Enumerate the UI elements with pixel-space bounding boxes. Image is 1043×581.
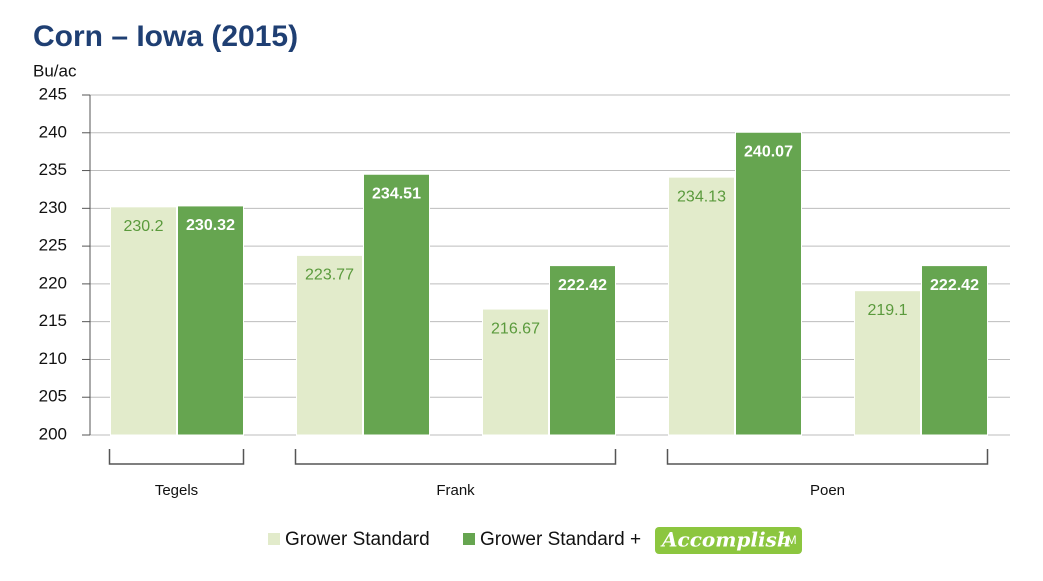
y-tick-label: 235: [39, 160, 67, 179]
value-label: 240.07: [744, 143, 793, 160]
group-bracket: [294, 449, 617, 465]
value-label: 222.42: [930, 277, 979, 294]
bar: [363, 173, 430, 436]
legend-label: Grower Standard: [285, 529, 430, 550]
bar: [482, 308, 549, 436]
y-tick-label: 210: [39, 349, 67, 368]
chart-title: Corn – Iowa (2015): [33, 20, 298, 53]
bar: [921, 265, 988, 436]
bar: [110, 206, 177, 436]
bar: [549, 265, 616, 436]
value-label: 216.67: [491, 320, 540, 337]
legend-label: Grower Standard +: [480, 529, 641, 550]
y-tick-label: 245: [39, 84, 67, 103]
x-group-label: Poen: [810, 482, 845, 499]
bar: [735, 131, 802, 436]
legend-swatch: [268, 533, 280, 545]
legend-badge-text: Accomplish: [660, 528, 791, 552]
value-label: 230.32: [186, 217, 235, 234]
y-tick-label: 225: [39, 236, 67, 255]
legend-badge: [655, 527, 802, 554]
group-bracket: [108, 449, 245, 465]
y-tick-label: 200: [39, 424, 67, 443]
bar: [177, 205, 244, 436]
value-label: 222.42: [558, 277, 607, 294]
y-tick-label: 205: [39, 387, 67, 406]
legend-badge-suffix: LM: [780, 533, 797, 547]
y-axis-label: Bu/ac: [33, 61, 77, 80]
value-label: 223.77: [305, 267, 354, 284]
y-tick-label: 230: [39, 198, 67, 217]
group-bracket: [666, 449, 989, 465]
bar: [296, 254, 363, 436]
value-label: 234.13: [677, 188, 726, 205]
y-tick-label: 215: [39, 311, 67, 330]
bar: [668, 176, 735, 436]
value-label: 219.1: [867, 302, 907, 319]
value-label: 230.2: [123, 218, 163, 235]
x-group-label: Frank: [436, 482, 475, 499]
bar: [854, 290, 921, 436]
y-tick-label: 240: [39, 122, 67, 141]
legend-swatch: [463, 533, 475, 545]
value-label: 234.51: [372, 185, 421, 202]
y-tick-label: 220: [39, 273, 67, 292]
x-group-label: Tegels: [155, 482, 198, 499]
